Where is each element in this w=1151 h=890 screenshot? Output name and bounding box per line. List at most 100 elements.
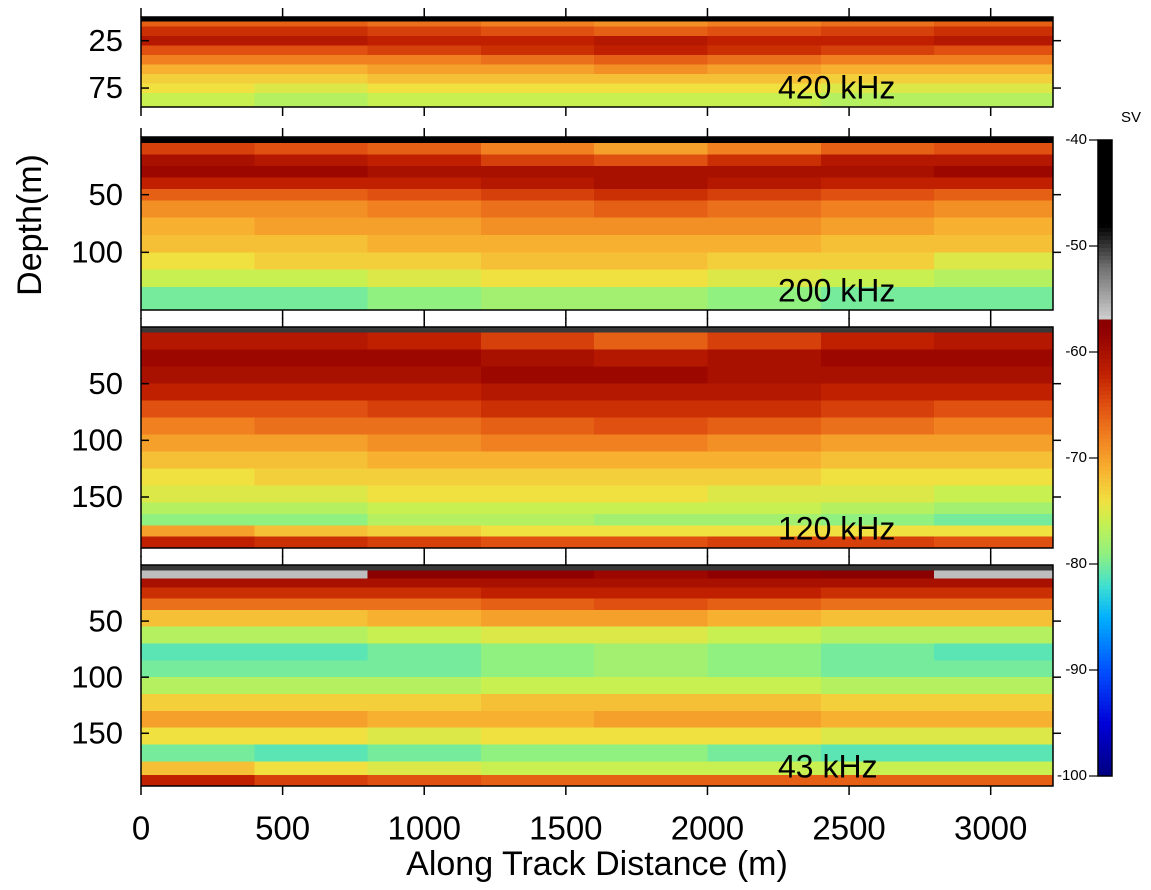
heatmap-cell (254, 286, 369, 311)
colorbar-segment (1098, 497, 1112, 503)
heatmap-cell (367, 327, 482, 334)
heatmap-cell (141, 188, 255, 201)
heatmap-cell (707, 83, 822, 94)
heatmap-cell (820, 92, 935, 108)
heatmap-cell (367, 137, 482, 144)
colorbar-segment (1098, 613, 1112, 618)
heatmap-cell (934, 485, 1054, 504)
heatmap-cell (594, 26, 708, 37)
heatmap-cell (480, 35, 595, 46)
heatmap-cell (480, 26, 595, 37)
colorbar-segment (1098, 171, 1112, 177)
heatmap-cell (820, 727, 935, 745)
colorbar-segment (1098, 533, 1112, 538)
heatmap-cell (594, 643, 708, 661)
heatmap-cell (141, 83, 255, 94)
heatmap-cell (934, 142, 1054, 155)
colorbar-segment (1098, 251, 1112, 256)
heatmap-cell (141, 451, 255, 470)
heatmap-cell (707, 774, 822, 787)
colorbar-segment (1098, 493, 1112, 499)
colorbar-segment (1098, 342, 1112, 348)
heatmap-cell (594, 727, 708, 745)
heatmap-cell (141, 177, 255, 190)
heatmap-cell (367, 17, 482, 23)
y-axis-label: Depth(m) (11, 154, 49, 296)
colorbar-segment (1098, 454, 1112, 459)
colorbar-segment (1098, 346, 1112, 352)
heatmap-cell (707, 485, 822, 504)
frequency-label: 43 kHz (778, 748, 878, 784)
heatmap-cell (367, 578, 482, 588)
heatmap-cell (254, 774, 369, 787)
colorbar-segment (1098, 557, 1112, 562)
heatmap-cell (594, 417, 708, 436)
heatmap-cell (367, 217, 482, 236)
colorbar-segment (1098, 628, 1112, 634)
heatmap-cell (707, 727, 822, 745)
heatmap-cell (594, 774, 708, 787)
heatmap-cell (367, 761, 482, 776)
heatmap-cell (934, 92, 1054, 108)
colorbar-segment (1098, 632, 1112, 638)
colorbar-segment (1098, 263, 1112, 268)
colorbar-segment (1098, 764, 1112, 769)
heatmap-cell (934, 165, 1054, 178)
heatmap-cell (707, 21, 822, 27)
heatmap-cell (480, 349, 595, 368)
heatmap-cell (934, 269, 1054, 288)
heatmap-cell (141, 269, 255, 288)
heatmap-cell (934, 744, 1054, 762)
colorbar-segment (1098, 676, 1112, 682)
heatmap-cell (707, 137, 822, 144)
heatmap-cell (480, 578, 595, 588)
heatmap-cell (934, 451, 1054, 470)
heatmap-cell (820, 587, 935, 600)
heatmap-cell (820, 570, 935, 579)
colorbar-segment (1098, 732, 1112, 737)
heatmap-cell (594, 565, 708, 572)
heatmap-cell (707, 609, 822, 628)
colorbar-segment (1098, 322, 1112, 328)
colorbar-segment (1098, 442, 1112, 447)
heatmap-cell (707, 587, 822, 600)
heatmap-cell (254, 744, 369, 762)
panel-frame (140, 326, 1054, 549)
colorbar-segment (1098, 414, 1112, 419)
colorbar-segment (1098, 231, 1112, 236)
heatmap-cell (594, 142, 708, 155)
colorbar-segment (1098, 521, 1112, 527)
heatmap-cell (594, 54, 708, 65)
heatmap-cell (707, 200, 822, 219)
heatmap-cell (820, 677, 935, 695)
heatmap-cell (934, 525, 1054, 538)
heatmap-cell (707, 332, 822, 351)
colorbar-segment (1098, 279, 1112, 284)
heatmap-cell (367, 417, 482, 436)
heatmap-cell (594, 434, 708, 453)
heatmap-cell (594, 200, 708, 219)
colorbar-segment (1098, 501, 1112, 507)
heatmap-cell (367, 774, 482, 787)
heatmap-cell (141, 598, 255, 611)
heatmap-cell (594, 154, 708, 167)
heatmap-cell (254, 434, 369, 453)
heatmap-cell (254, 710, 369, 729)
heatmap-cell (707, 570, 822, 579)
heatmap-cell (367, 451, 482, 470)
colorbar-segment (1098, 155, 1112, 161)
heatmap-cell (141, 349, 255, 368)
heatmap-cell (594, 217, 708, 236)
heatmap-cell (594, 598, 708, 611)
heatmap-cell (141, 73, 255, 84)
colorbar-segment (1098, 541, 1112, 546)
heatmap-cell (707, 165, 822, 178)
heatmap-cell (594, 383, 708, 402)
colorbar-segment (1098, 636, 1112, 642)
heatmap-cell (367, 349, 482, 368)
colorbar-segment (1098, 656, 1112, 662)
heatmap-cell (254, 609, 369, 628)
heatmap-cell (141, 235, 255, 253)
heatmap-cell (820, 188, 935, 201)
heatmap-cell (820, 485, 935, 504)
